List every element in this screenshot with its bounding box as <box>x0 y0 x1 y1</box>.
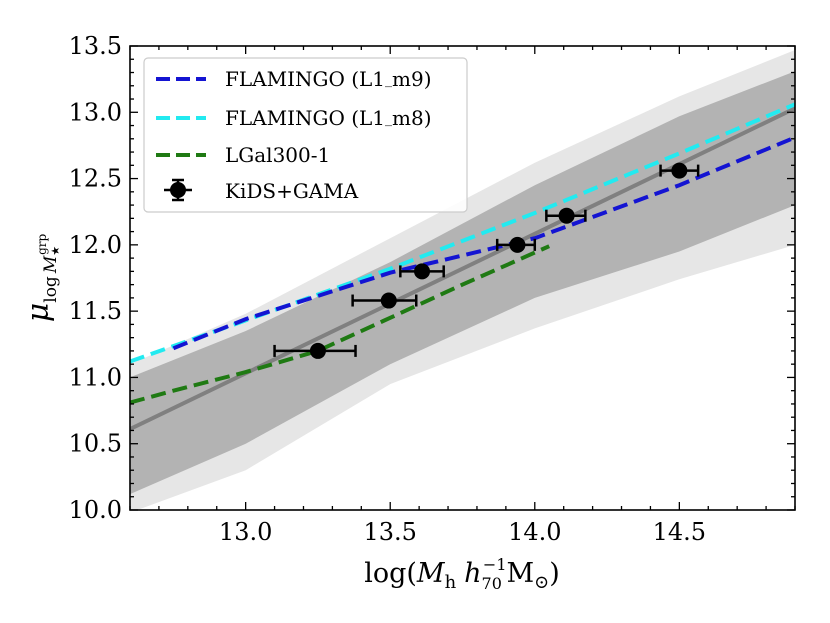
legend-item-kids-gama: KiDS+GAMA <box>164 178 359 203</box>
data-marker <box>380 292 397 309</box>
legend-marker <box>170 182 186 198</box>
data-point-6 <box>659 162 700 179</box>
y-tick-label: 10.5 <box>69 430 122 458</box>
series-flamingo-l1m9 <box>172 135 795 351</box>
legend-label-kids-gama: KiDS+GAMA <box>225 179 359 203</box>
legend-item-flamingo-l1m8: FLAMINGO (L1_m8) <box>156 106 432 130</box>
data-point-4 <box>495 236 537 253</box>
legend-label-flamingo-l1m9: FLAMINGO (L1_m9) <box>225 67 432 91</box>
data-point-2 <box>351 292 418 309</box>
y-tick-label: 11.5 <box>69 297 122 325</box>
data-marker <box>309 342 326 359</box>
x-tick-label: 14.5 <box>653 518 706 546</box>
y-tick-label: 13.5 <box>69 32 122 60</box>
data-marker <box>671 162 688 179</box>
data-marker <box>414 263 431 280</box>
series-lgal300-1 <box>130 244 551 405</box>
data-marker <box>509 236 526 253</box>
x-tick-label: 14.0 <box>508 518 561 546</box>
x-tick-label: 13.5 <box>363 518 416 546</box>
y-tick-label: 13.0 <box>69 98 122 126</box>
median-line <box>130 106 795 431</box>
data-point-5 <box>545 207 587 224</box>
data-marker <box>558 207 575 224</box>
axis-ticks: 13.0 13.5 14.0 14.5 10.0 10.5 11.0 11.5 12.0 12.5… <box>69 32 796 546</box>
legend-box <box>143 57 468 213</box>
x-axis-label: log(Mh h70−1M⊙) <box>364 555 560 593</box>
plot-frame <box>129 45 796 511</box>
legend-item-flamingo-l1m9: FLAMINGO (L1_m9) <box>156 67 432 91</box>
data-point-1 <box>273 342 357 359</box>
plot-area <box>130 50 795 510</box>
x-tick-label: 13.0 <box>219 518 272 546</box>
legend-item-lgal300-1: LGal300-1 <box>156 143 330 167</box>
y-tick-label: 12.5 <box>69 165 122 193</box>
y-tick-label: 10.0 <box>69 496 122 524</box>
legend: FLAMINGO (L1_m9) FLAMINGO (L1_m8) LGal30… <box>143 57 468 213</box>
legend-label-lgal300-1: LGal300-1 <box>225 143 330 167</box>
y-tick-label: 12.0 <box>69 231 122 259</box>
y-tick-label: 11.0 <box>69 363 122 391</box>
y-axis-label: μlogM★grp <box>21 233 62 322</box>
data-point-3 <box>399 263 445 280</box>
legend-label-flamingo-l1m8: FLAMINGO (L1_m8) <box>225 106 432 130</box>
